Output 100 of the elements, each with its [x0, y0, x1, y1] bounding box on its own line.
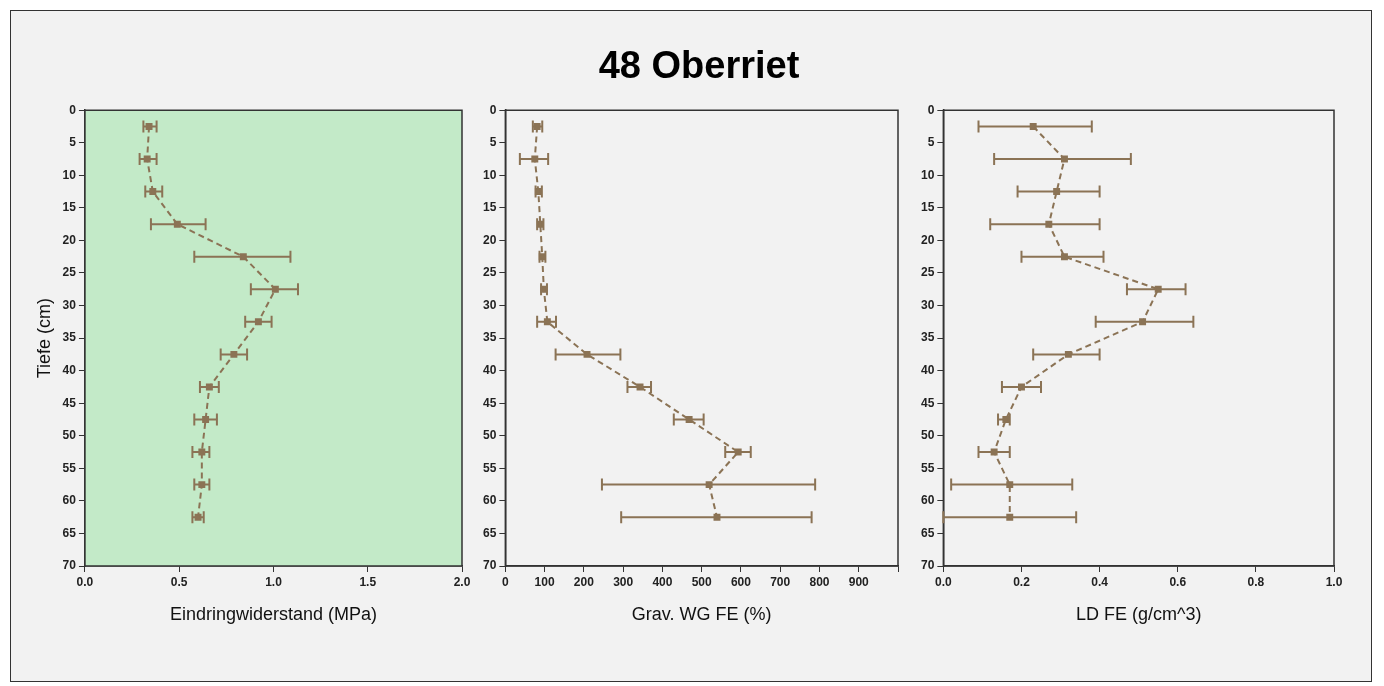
y-tick-label: 0	[927, 102, 935, 117]
point	[713, 513, 721, 521]
point	[534, 188, 542, 196]
y-tick-label: 0	[489, 102, 497, 117]
y-tick-label: 15	[920, 200, 935, 215]
y-tick-label: 5	[927, 135, 935, 150]
y-tick-label: 55	[920, 460, 935, 475]
y-tick-label: 25	[482, 265, 497, 280]
point	[583, 350, 591, 358]
x-axis-title: LD FE (g/cm^3)	[1075, 604, 1202, 625]
point	[705, 481, 713, 489]
y-tick-label: 15	[62, 200, 77, 215]
x-tick-label: 1.0	[1325, 574, 1343, 589]
point	[1060, 155, 1068, 163]
y-tick-label: 60	[482, 493, 497, 508]
y-tick-label: 35	[920, 330, 935, 345]
y-tick-label: 5	[69, 135, 77, 150]
point	[734, 448, 742, 456]
point	[271, 285, 279, 293]
x-tick-label: 100	[534, 574, 555, 589]
x-tick-label: 0.0	[76, 574, 94, 589]
y-tick-label: 70	[482, 558, 497, 573]
y-tick-label: 55	[62, 460, 77, 475]
y-tick-label: 10	[920, 167, 935, 182]
y-tick-label: 60	[920, 493, 935, 508]
y-tick-label: 0	[69, 102, 77, 117]
x-tick-label: 1.0	[265, 574, 283, 589]
point	[538, 253, 546, 261]
x-tick-label: 900	[848, 574, 870, 589]
point	[1060, 253, 1068, 261]
x-tick-label: 500	[691, 574, 713, 589]
y-tick-label: 70	[62, 558, 77, 573]
y-tick-label: 55	[482, 460, 497, 475]
x-tick-label: 800	[809, 574, 830, 589]
y-tick-label: 35	[62, 330, 77, 345]
point	[1029, 123, 1037, 130]
y-tick-label: 65	[62, 525, 77, 540]
y-tick-label: 10	[62, 167, 77, 182]
point	[254, 318, 262, 326]
x-tick-label: 0.4	[1091, 574, 1109, 589]
y-tick-label: 45	[482, 395, 497, 410]
point	[230, 350, 238, 358]
point	[1053, 188, 1061, 196]
x-tick-label: 0.8	[1247, 574, 1265, 589]
point	[1154, 285, 1162, 293]
x-tick-label: 200	[573, 574, 595, 589]
y-tick-label: 30	[482, 297, 497, 312]
point	[1018, 383, 1025, 391]
y-tick-label: 40	[482, 362, 497, 377]
y-tick-label: 65	[482, 525, 497, 540]
point	[1064, 350, 1072, 358]
y-tick-label: 70	[920, 558, 935, 573]
x-axis-title: Grav. WG FE (%)	[631, 604, 772, 625]
point	[198, 448, 206, 456]
y-tick-label: 65	[920, 525, 935, 540]
y-tick-label: 20	[62, 232, 77, 247]
y-tick-label: 45	[62, 395, 77, 410]
point	[1002, 416, 1010, 423]
y-tick-label: 40	[920, 362, 935, 377]
chart-title: 48 Oberriet	[597, 44, 801, 87]
point	[543, 318, 551, 326]
point	[145, 123, 153, 130]
point	[1006, 513, 1014, 521]
x-tick-label: 0	[502, 574, 509, 589]
y-tick-label: 10	[482, 167, 497, 182]
point	[173, 220, 181, 228]
point	[1006, 481, 1014, 489]
point	[685, 416, 693, 423]
x-tick-label: 700	[770, 574, 791, 589]
x-tick-label: 0.2	[1013, 574, 1031, 589]
y-tick-label: 40	[62, 362, 77, 377]
y-tick-label: 35	[482, 330, 497, 345]
point	[531, 155, 539, 163]
point	[636, 383, 644, 391]
x-tick-label: 0.5	[170, 574, 188, 589]
x-tick-label: 0.0	[935, 574, 953, 589]
point	[143, 155, 151, 163]
point	[149, 188, 157, 196]
point	[1139, 318, 1147, 326]
y-tick-label: 45	[920, 395, 935, 410]
point	[990, 448, 998, 456]
y-tick-label: 30	[920, 297, 935, 312]
y-tick-label: 50	[482, 428, 497, 443]
y-tick-label: 30	[62, 297, 77, 312]
y-tick-label: 20	[920, 232, 935, 247]
y-tick-label: 25	[62, 265, 77, 280]
y-tick-label: 50	[62, 428, 77, 443]
y-tick-label: 50	[920, 428, 935, 443]
y-tick-label: 60	[62, 493, 77, 508]
y-tick-label: 25	[920, 265, 935, 280]
x-tick-label: 0.6	[1169, 574, 1187, 589]
x-tick-label: 2.0	[453, 574, 471, 589]
y-tick-label: 15	[482, 200, 497, 215]
x-tick-label: 300	[613, 574, 634, 589]
x-tick-label: 600	[730, 574, 752, 589]
point	[239, 253, 247, 261]
point	[1045, 220, 1053, 228]
point	[202, 416, 210, 423]
x-tick-label: 400	[652, 574, 673, 589]
y-tick-label: 5	[489, 135, 497, 150]
